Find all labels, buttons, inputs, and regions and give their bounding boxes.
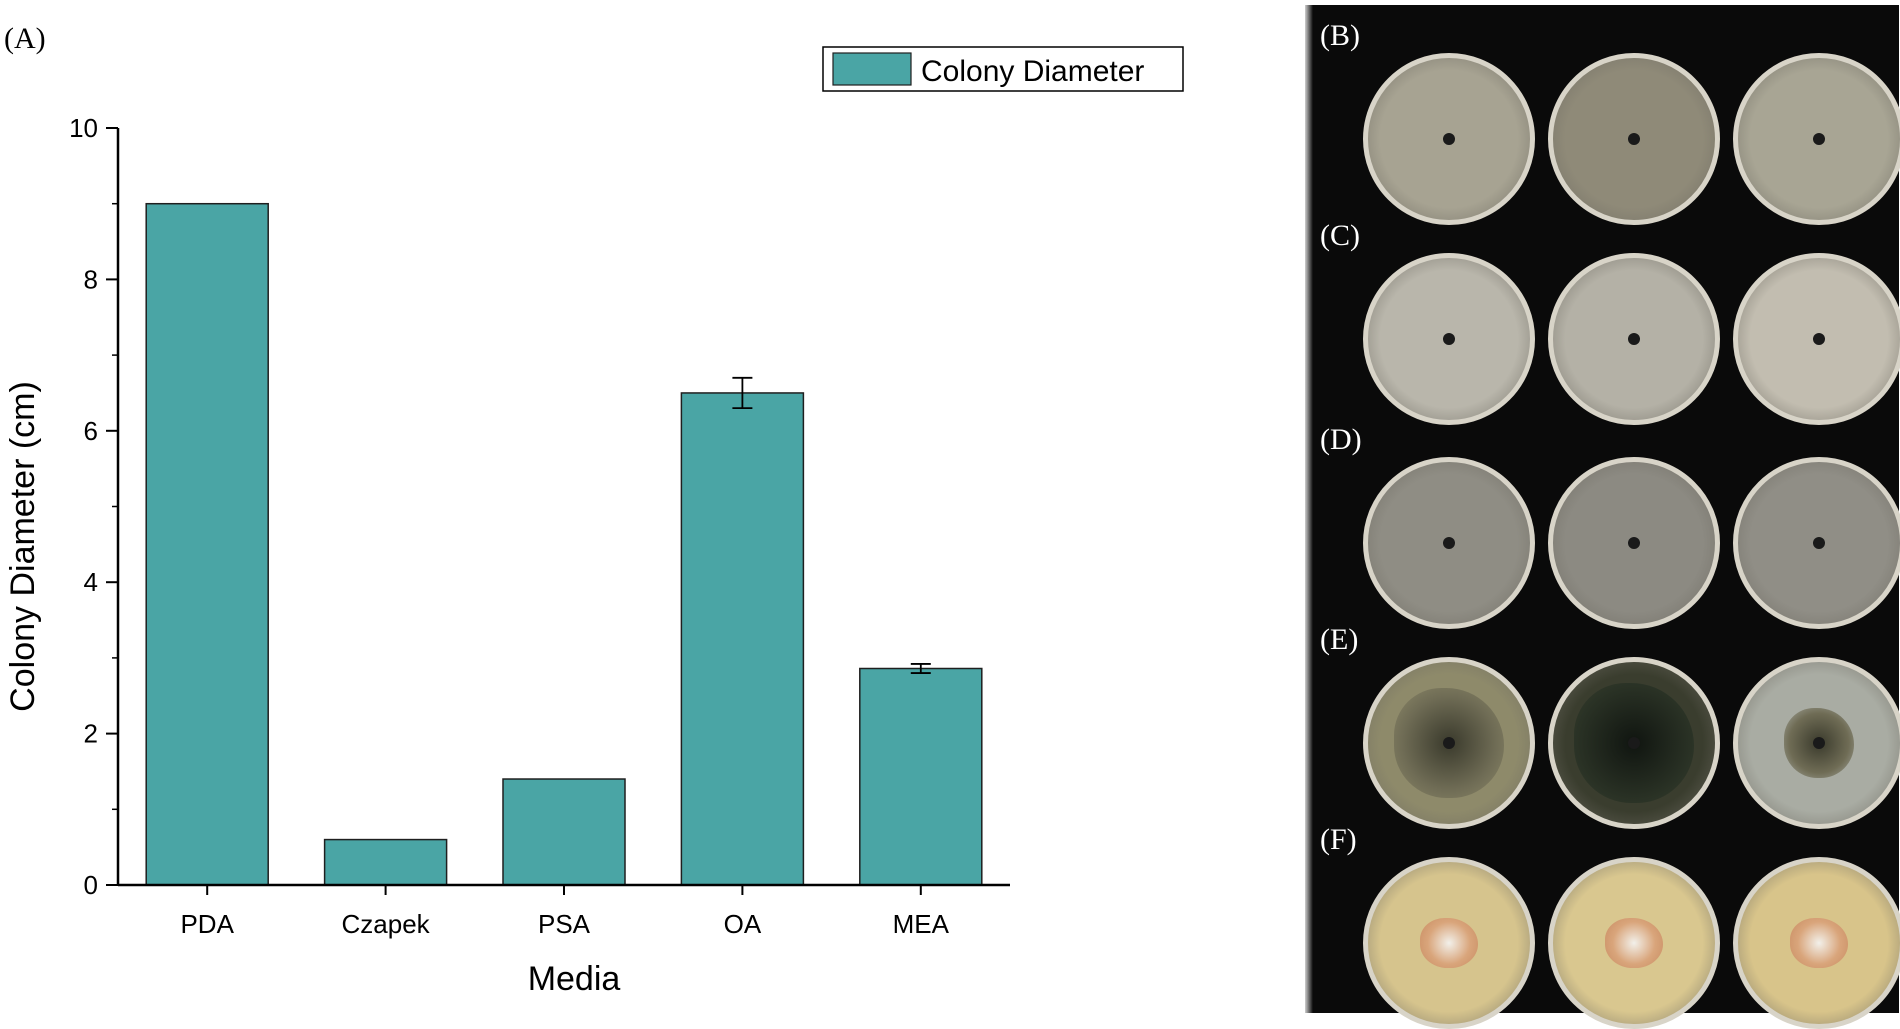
inoculum-plug-icon <box>1813 737 1825 749</box>
y-tick-label: 6 <box>84 416 98 446</box>
inoculum-plug-icon <box>1443 737 1455 749</box>
inoculum-plug-icon <box>1443 333 1455 345</box>
y-tick-label: 2 <box>84 719 98 749</box>
petri-dish-gray-fluffy-icon <box>1733 53 1900 225</box>
inoculum-plug-icon <box>1628 737 1640 749</box>
bar-mea <box>859 667 983 886</box>
inoculum-plug-icon <box>1443 133 1455 145</box>
inoculum-plug-icon <box>1443 537 1455 549</box>
dish-row-c: (C) <box>1305 213 1900 425</box>
x-tick-label-pda: PDA <box>180 909 234 939</box>
petri-dish-clear-icon <box>1548 457 1720 629</box>
inoculum-plug-icon <box>1813 133 1825 145</box>
petri-dish-yellow-colony-icon <box>1733 857 1900 1029</box>
inoculum-plug-icon <box>1813 537 1825 549</box>
x-tick-label-mea: MEA <box>893 909 950 939</box>
petri-dish-gray-fluffy-icon <box>1548 53 1720 225</box>
legend-swatch <box>832 52 912 86</box>
bar-pda <box>145 202 269 886</box>
colony-blob <box>1420 918 1478 968</box>
colony-blob <box>1790 918 1848 968</box>
bar-chart-panel: (A) PDA Czapek PSA OA MEA 0 2 4 6 8 10 Media Colony … <box>4 22 1184 998</box>
x-tick-label-czapek: Czapek <box>342 909 431 939</box>
dish-row-d: (D) <box>1305 417 1900 629</box>
petri-dish-clear-icon <box>1548 253 1720 425</box>
petri-dish-clear-icon <box>1733 457 1900 629</box>
panel-label-b: (B) <box>1320 19 1360 52</box>
dish-row-e: (E) <box>1305 617 1900 829</box>
petri-dish-dark-mycelium-icon <box>1363 657 1535 829</box>
colony-diameter-chart: PDA Czapek PSA OA MEA 0 2 4 6 8 10 Media Colony Diam… <box>4 46 1184 998</box>
y-axis-title: Colony Diameter (cm) <box>4 381 42 712</box>
inoculum-plug-icon <box>1628 537 1640 549</box>
panel-label-a: (A) <box>4 22 46 55</box>
dish-row-f: (F) <box>1305 817 1900 1029</box>
photo-panel-edge <box>1305 5 1313 1013</box>
x-tick-label-psa: PSA <box>538 909 591 939</box>
y-tick-label: 8 <box>84 264 98 294</box>
x-tick-label-oa: OA <box>724 909 762 939</box>
bar-psa <box>502 778 626 886</box>
y-tick-label: 4 <box>84 567 98 597</box>
bar-czapek <box>323 838 448 886</box>
petri-dish-yellow-colony-icon <box>1548 857 1720 1029</box>
petri-dish-clear-icon <box>1363 457 1535 629</box>
petri-dish-gray-fluffy-icon <box>1363 53 1535 225</box>
inoculum-plug-icon <box>1628 133 1640 145</box>
panel-label-e: (E) <box>1320 623 1359 656</box>
petri-dish-dark-mycelium-icon <box>1733 657 1900 829</box>
petri-dish-clear-icon <box>1733 253 1900 425</box>
bar-oa <box>680 392 805 886</box>
petri-dish-clear-icon <box>1363 253 1535 425</box>
legend-label: Colony Diameter <box>921 55 1144 88</box>
panel-label-f: (F) <box>1320 823 1357 856</box>
x-axis-title: Media <box>528 960 621 998</box>
y-tick-label: 0 <box>84 870 98 900</box>
panel-label-c: (C) <box>1320 219 1360 252</box>
inoculum-plug-icon <box>1813 333 1825 345</box>
colony-blob <box>1605 918 1663 968</box>
dish-row-b: (B) <box>1305 13 1900 225</box>
panel-label-d: (D) <box>1320 423 1362 456</box>
y-tick-label: 10 <box>69 113 98 143</box>
petri-dish-yellow-colony-icon <box>1363 857 1535 1029</box>
inoculum-plug-icon <box>1628 333 1640 345</box>
petri-dish-dark-mycelium-icon <box>1548 657 1720 829</box>
petri-dish-photo-panel: (B) (C) (D) (E) (F) <box>1305 5 1900 1029</box>
